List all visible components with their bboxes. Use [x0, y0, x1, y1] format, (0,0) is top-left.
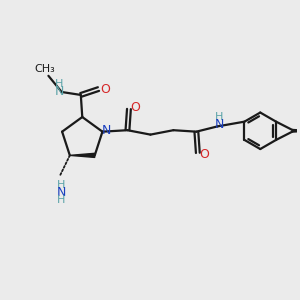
Text: N: N: [56, 186, 66, 199]
Text: CH₃: CH₃: [34, 64, 55, 74]
Text: N: N: [55, 85, 64, 98]
Text: N: N: [214, 118, 224, 131]
Polygon shape: [70, 153, 95, 158]
Text: O: O: [130, 101, 140, 114]
Text: H: H: [55, 79, 64, 89]
Text: N: N: [102, 124, 111, 137]
Text: O: O: [100, 82, 110, 95]
Text: H: H: [57, 180, 65, 190]
Text: H: H: [57, 195, 65, 205]
Text: H: H: [215, 112, 223, 122]
Text: O: O: [200, 148, 209, 161]
